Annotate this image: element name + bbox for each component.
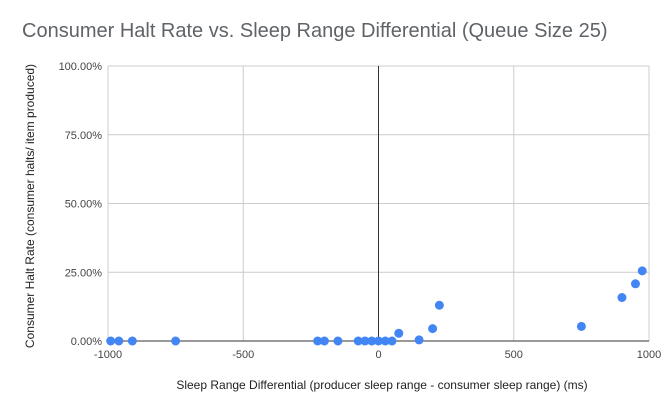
data-point <box>313 336 323 346</box>
data-point <box>434 300 444 310</box>
data-points <box>106 266 647 346</box>
x-tick-label: 500 <box>505 349 523 361</box>
x-tick-label: -500 <box>232 349 254 361</box>
data-point <box>374 336 383 346</box>
data-point <box>414 335 424 345</box>
data-point <box>319 336 329 346</box>
y-tick-label: 0.00% <box>71 336 102 348</box>
data-point <box>333 336 343 346</box>
data-point <box>353 336 363 346</box>
data-point <box>367 336 377 346</box>
data-point <box>171 336 181 346</box>
tick-labels: 0.00% 25.00% 50.00% 75.00% 100.00% -1000 -500 0… <box>59 61 662 361</box>
data-point <box>106 336 116 346</box>
x-tick-label: 0 <box>375 349 381 361</box>
data-point <box>394 328 404 338</box>
data-point <box>114 336 124 346</box>
data-point <box>630 279 640 289</box>
y-tick-label: 75.00% <box>65 130 103 142</box>
y-tick-label: 100.00% <box>59 61 103 73</box>
data-point <box>387 336 397 346</box>
grid-lines <box>107 65 650 342</box>
y-tick-label: 50.00% <box>65 199 103 211</box>
x-axis-label: Sleep Range Differential (producer sleep… <box>176 378 587 392</box>
data-point <box>380 336 390 346</box>
x-tick-label: -1000 <box>94 349 122 361</box>
data-point <box>428 324 438 334</box>
data-point <box>637 266 647 276</box>
data-point <box>127 336 137 346</box>
chart-title: Consumer Halt Rate vs. Sleep Range Diffe… <box>22 20 608 42</box>
y-axis-label: Consumer Halt Rate (consumer halts/ item… <box>23 64 37 348</box>
data-point <box>360 336 370 346</box>
data-point <box>576 321 586 331</box>
x-tick-label: 1000 <box>637 349 661 361</box>
y-tick-label: 25.00% <box>65 267 103 279</box>
data-point <box>617 293 627 303</box>
